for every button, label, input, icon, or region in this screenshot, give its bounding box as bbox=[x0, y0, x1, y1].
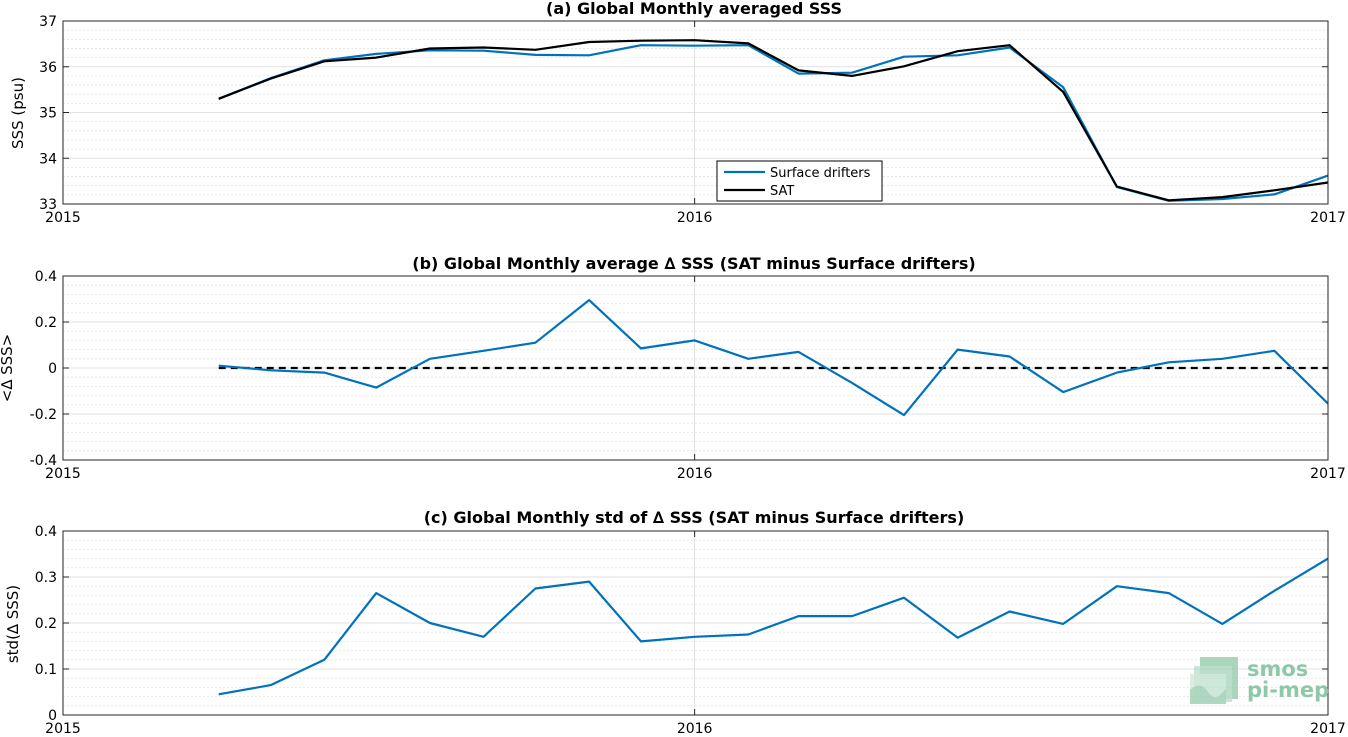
panel-c: (c) Global Monthly std of ∆ SSS (SAT min… bbox=[4, 508, 1346, 737]
panel-c-plot: 0 0.1 0.2 0.3 0.4 2015 2016 2017 bbox=[35, 524, 1346, 737]
panel-b-title: (b) Global Monthly average ∆ SSS (SAT mi… bbox=[412, 254, 975, 273]
panel-a-series-sat bbox=[218, 39, 1329, 202]
logo-line-1: smos bbox=[1247, 657, 1308, 681]
panel-b: (b) Global Monthly average ∆ SSS (SAT mi… bbox=[0, 254, 1346, 482]
panel-a-ytick-label: 36 bbox=[39, 60, 57, 76]
panel-c-xtick-label: 2016 bbox=[677, 721, 713, 737]
panel-b-plot: -0.4 -0.2 0 0.2 0.4 2015 2016 2017 bbox=[30, 269, 1346, 482]
panel-c-ytick-label: 0.1 bbox=[35, 662, 57, 678]
panel-b-xtick-label: 2017 bbox=[1310, 466, 1346, 482]
logo-line-2: pi-mep bbox=[1247, 678, 1329, 702]
panel-b-ylabel: <∆ SSS> bbox=[0, 334, 16, 403]
panel-b-series-delta-sss bbox=[218, 299, 1329, 417]
panel-a-xtick-label: 2016 bbox=[677, 210, 713, 226]
panel-c-ytick-label: 0.3 bbox=[35, 570, 57, 586]
panel-b-ytick-label: -0.2 bbox=[30, 407, 57, 423]
legend-label-sat: SAT bbox=[770, 184, 794, 199]
panel-b-ytick-label: 0 bbox=[48, 361, 57, 377]
panel-c-title: (c) Global Monthly std of ∆ SSS (SAT min… bbox=[424, 508, 965, 527]
panel-b-ytick-label: 0.4 bbox=[35, 269, 57, 285]
panel-a-ytick-label: 35 bbox=[39, 106, 57, 122]
panel-b-xtick-label: 2015 bbox=[45, 466, 81, 482]
panel-b-ytick-label: 0.2 bbox=[35, 315, 57, 331]
panel-a-ytick-label: 34 bbox=[39, 151, 57, 167]
smos-pi-mep-logo: smos pi-mep bbox=[1190, 657, 1329, 704]
panel-a-xtick-label: 2015 bbox=[45, 210, 81, 226]
legend-label-surface-drifters: Surface drifters bbox=[770, 166, 871, 181]
panel-c-ytick-label: 0.2 bbox=[35, 616, 57, 632]
panel-b-ytick-label: -0.4 bbox=[30, 453, 57, 469]
panel-c-ytick-label: 0 bbox=[48, 708, 57, 724]
panel-c-xtick-label: 2017 bbox=[1310, 721, 1346, 737]
panel-a-ylabel: SSS (psu) bbox=[9, 77, 27, 149]
panel-a-plot: 33 34 35 36 37 2015 2016 2017 bbox=[39, 14, 1346, 226]
panel-a-ytick-label: 37 bbox=[39, 14, 57, 30]
panel-c-xtick-label: 2015 bbox=[45, 721, 81, 737]
panel-a-xtick-label: 2017 bbox=[1310, 210, 1346, 226]
panel-c-series-delta-sss bbox=[218, 557, 1329, 696]
panel-c-ytick-label: 0.4 bbox=[35, 524, 57, 540]
panel-a-ytick-label: 33 bbox=[39, 197, 57, 213]
panel-a-title: (a) Global Monthly averaged SSS bbox=[546, 0, 842, 18]
legend-box bbox=[716, 160, 883, 202]
legend: Surface drifters SAT bbox=[716, 160, 883, 202]
panel-c-ylabel: std(∆ SSS) bbox=[4, 585, 22, 663]
panel-a: (a) Global Monthly averaged SSS SSS (psu… bbox=[9, 0, 1346, 226]
smos-wave-logo-icon bbox=[1190, 657, 1238, 704]
panel-b-xtick-label: 2016 bbox=[677, 466, 713, 482]
